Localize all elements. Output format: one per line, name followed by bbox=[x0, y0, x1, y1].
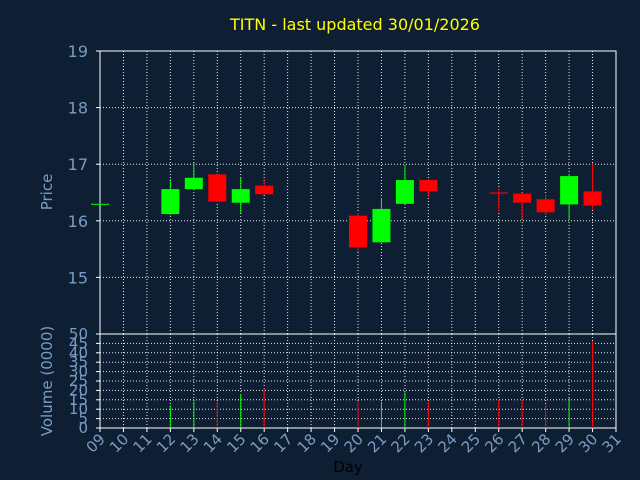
volume-axis-label: Volume (0000) bbox=[38, 326, 56, 436]
volume-tick-label: 45 bbox=[69, 334, 88, 352]
chart-title: TITN - last updated 30/01/2026 bbox=[229, 15, 480, 34]
price-tick-labels: 15 16 17 18 19 bbox=[68, 42, 88, 287]
candle bbox=[255, 178, 274, 195]
volume-tick-label: 15 bbox=[69, 391, 88, 409]
price-tick-label: 17 bbox=[68, 155, 88, 174]
candle bbox=[536, 194, 555, 215]
candle-body bbox=[489, 192, 508, 194]
day-tick-label: 23 bbox=[411, 430, 437, 456]
candle-body bbox=[395, 180, 414, 204]
price-tick-label: 18 bbox=[68, 99, 88, 118]
candle-body bbox=[349, 215, 367, 248]
volume-tick-label: 10 bbox=[69, 400, 88, 418]
candle-body bbox=[255, 185, 274, 195]
day-tick-labels: 0910111213141516171819202122232425262728… bbox=[83, 428, 625, 456]
candle bbox=[419, 178, 438, 198]
candle bbox=[489, 188, 508, 212]
candle-body bbox=[372, 208, 391, 243]
day-tick-label: 17 bbox=[270, 430, 296, 456]
price-axis-label: Price bbox=[38, 174, 56, 211]
candle-body bbox=[419, 180, 438, 192]
volume-tick-label: 5 bbox=[78, 410, 88, 428]
volume-tick-label: 20 bbox=[69, 381, 88, 399]
candle bbox=[184, 163, 203, 190]
volume-bars bbox=[169, 341, 594, 428]
day-tick-label: 20 bbox=[341, 430, 367, 456]
candle-body bbox=[208, 174, 227, 202]
day-tick-label: 12 bbox=[153, 430, 179, 456]
day-tick-label: 15 bbox=[223, 430, 249, 456]
volume-grid bbox=[96, 333, 616, 429]
volume-tick-label: 0 bbox=[78, 419, 88, 437]
candle bbox=[395, 164, 414, 205]
price-tick-label: 15 bbox=[68, 268, 88, 287]
candle bbox=[583, 164, 602, 210]
candle-body bbox=[536, 199, 555, 213]
day-tick-label: 14 bbox=[200, 430, 226, 456]
candle-body bbox=[91, 203, 109, 205]
price-tick-label: 19 bbox=[68, 42, 88, 61]
day-tick-label: 16 bbox=[247, 430, 273, 456]
day-tick-label: 31 bbox=[599, 430, 625, 456]
candle-body bbox=[513, 193, 532, 203]
candlesticks bbox=[91, 163, 602, 252]
candle-body bbox=[560, 176, 579, 205]
candle-body bbox=[184, 177, 203, 190]
day-tick-label: 10 bbox=[106, 430, 132, 456]
candle bbox=[349, 212, 367, 252]
volume-tick-label: 30 bbox=[69, 363, 88, 381]
day-tick-label: 30 bbox=[575, 430, 601, 456]
day-tick-label: 13 bbox=[176, 430, 202, 456]
volume-tick-label: 35 bbox=[69, 353, 88, 371]
day-tick-label: 22 bbox=[388, 430, 414, 456]
day-tick-label: 19 bbox=[317, 430, 343, 456]
candle-body bbox=[161, 189, 180, 215]
day-tick-label: 21 bbox=[364, 430, 390, 456]
candle bbox=[91, 203, 109, 205]
day-tick-label: 27 bbox=[505, 430, 531, 456]
day-axis-label: Day bbox=[333, 458, 363, 476]
candle-body bbox=[583, 191, 602, 206]
volume-tick-label: 50 bbox=[69, 325, 88, 343]
day-tick-label: 26 bbox=[481, 430, 507, 456]
candle-body bbox=[231, 189, 250, 203]
day-tick-label: 24 bbox=[434, 430, 460, 456]
candle bbox=[161, 178, 180, 216]
price-tick-label: 16 bbox=[68, 212, 88, 231]
candle bbox=[372, 198, 391, 243]
candle bbox=[231, 177, 250, 213]
volume-tick-label: 25 bbox=[69, 372, 88, 390]
day-tick-label: 18 bbox=[294, 430, 320, 456]
candle bbox=[560, 173, 579, 220]
day-tick-label: 11 bbox=[130, 430, 156, 456]
day-tick-label: 28 bbox=[528, 430, 554, 456]
volume-tick-label: 40 bbox=[69, 344, 88, 362]
day-tick-label: 29 bbox=[552, 430, 578, 456]
candle bbox=[208, 173, 227, 203]
day-tick-label: 25 bbox=[458, 430, 484, 456]
candle bbox=[513, 192, 532, 220]
